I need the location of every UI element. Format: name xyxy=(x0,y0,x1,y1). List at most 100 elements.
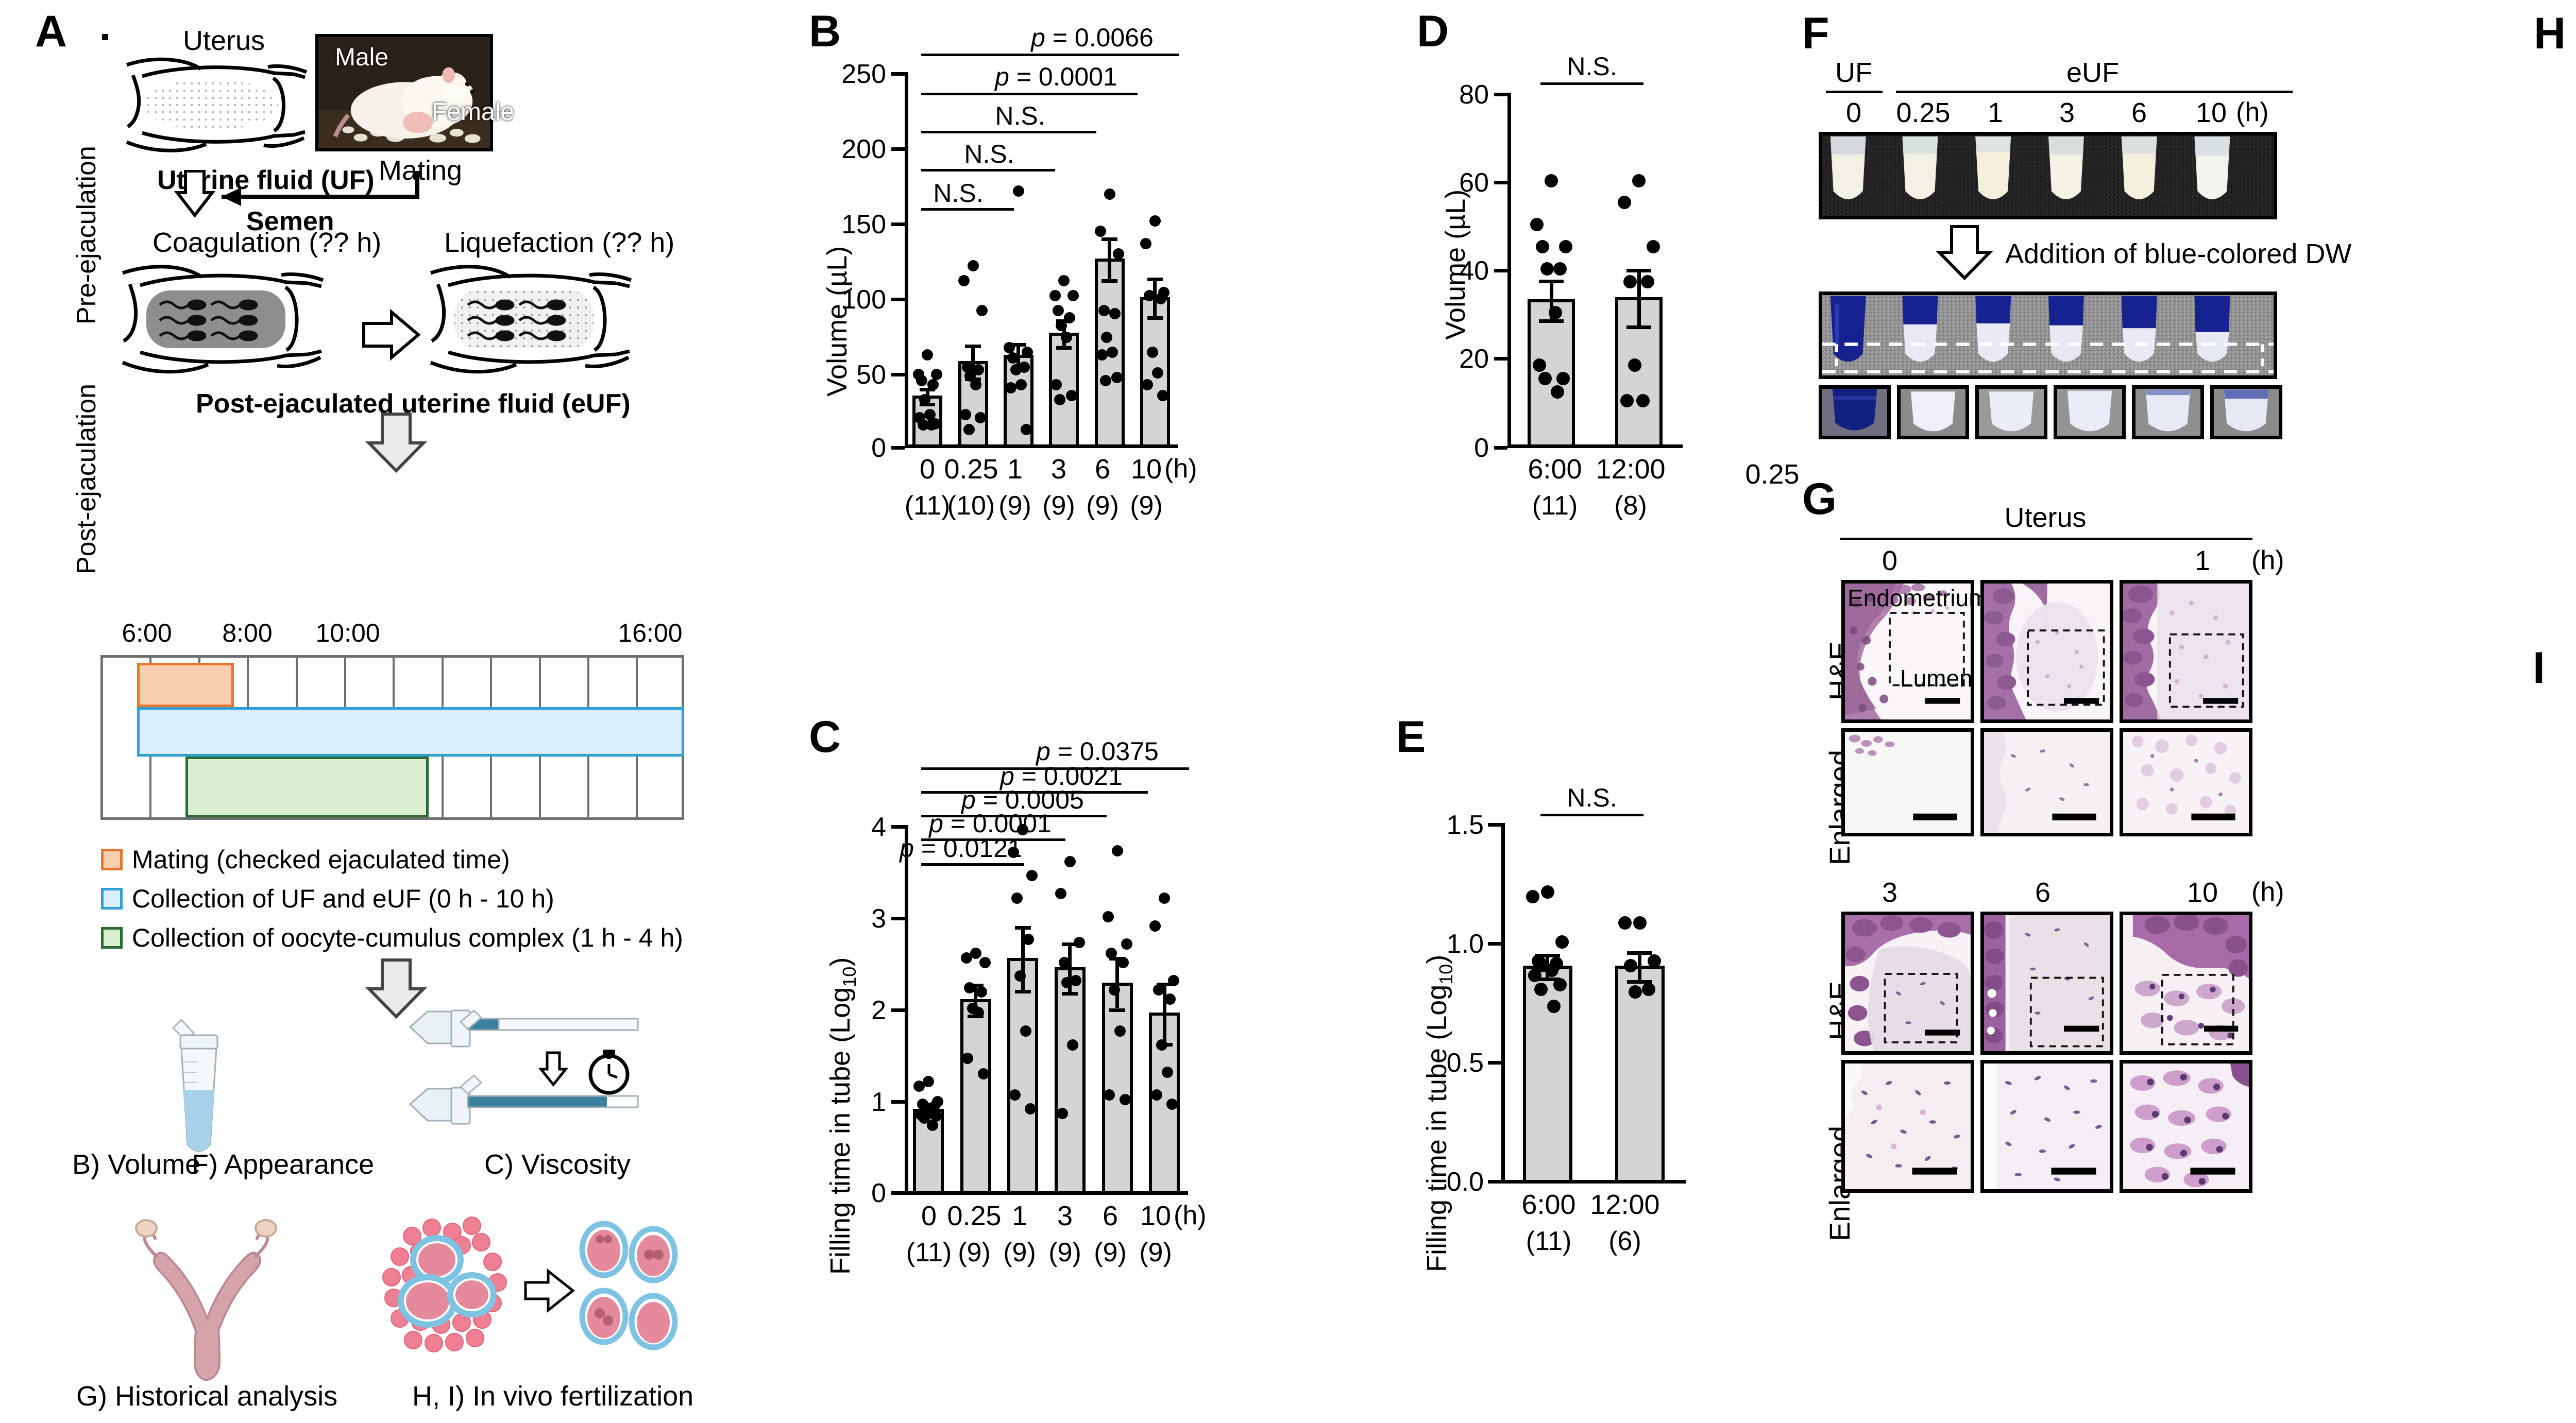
panel-f-timepoint-4: 6 xyxy=(2131,97,2147,128)
data-point xyxy=(1096,349,1108,361)
data-point xyxy=(919,394,930,406)
data-point xyxy=(1555,935,1569,949)
panel-c-xtick-0: 0 xyxy=(921,1201,937,1231)
error-bar xyxy=(974,983,977,1015)
data-point xyxy=(913,1080,925,1092)
panel-f-tubes-before xyxy=(1819,132,2277,219)
data-point xyxy=(962,1053,974,1065)
panel-c-sigline-2 xyxy=(921,838,1065,841)
panel-c-xtick-4: 6 xyxy=(1102,1201,1118,1231)
panel-f-group-uf: UF xyxy=(1835,57,1872,88)
data-point xyxy=(927,379,939,391)
panel-c-n-3: (9) xyxy=(1048,1238,1081,1267)
data-point xyxy=(1061,976,1073,988)
data-point xyxy=(1551,385,1565,399)
data-point xyxy=(970,947,981,959)
data-point xyxy=(1140,237,1152,249)
data-point xyxy=(975,986,987,998)
data-point xyxy=(1628,985,1642,999)
uterus-diagram-coagulation xyxy=(122,265,324,374)
data-point xyxy=(1012,185,1024,197)
mating-photo-male-label: Male xyxy=(335,44,389,71)
data-point xyxy=(1648,954,1662,968)
legend-row-collection-oocyte: Collection of oocyte-cumulus complex (1 … xyxy=(101,923,683,953)
error-bar-cap xyxy=(1062,991,1078,996)
panel-a-euf-label: Post-ejaculated uterine fluid (eUF) xyxy=(196,389,631,419)
data-point xyxy=(1558,239,1572,253)
bar xyxy=(1054,967,1086,1191)
uterus-diagram-pre xyxy=(126,57,308,152)
icon-caption-viscosity: C) Viscosity xyxy=(484,1149,631,1180)
bar xyxy=(1007,957,1039,1191)
data-point xyxy=(1156,1039,1167,1051)
data-point xyxy=(964,370,976,382)
data-point xyxy=(1049,289,1061,301)
error-bar-cap xyxy=(1014,989,1031,993)
data-point xyxy=(1023,934,1035,946)
error-bar xyxy=(1108,237,1111,279)
panel-f-timepoint-1: 0.25 xyxy=(1896,97,1951,128)
data-point xyxy=(958,275,970,286)
panel-g-enlarged-025h xyxy=(1980,728,2113,836)
panel-c-ylabel-sub: 10 xyxy=(838,966,860,987)
panel-g-unit-1: (h) xyxy=(2251,545,2284,575)
panel-b-n-0: (11) xyxy=(904,491,951,521)
panel-f-rule-uf xyxy=(1826,91,1883,93)
legend-swatch-collection-oocyte xyxy=(101,927,123,949)
bar xyxy=(1615,966,1665,1180)
error-bar-cap xyxy=(1062,942,1078,946)
data-point xyxy=(1025,1103,1037,1115)
data-point xyxy=(1106,947,1117,959)
timeline-time-3: 16:00 xyxy=(618,619,683,647)
panel-f-timepoint-3: 3 xyxy=(2059,97,2075,128)
panel-b-xtick-2: 1 xyxy=(1007,454,1023,485)
panel-e-ylabel-sub: 10 xyxy=(1435,964,1456,985)
data-point xyxy=(1095,226,1107,237)
error-bar-cap xyxy=(965,345,981,349)
error-bar-cap xyxy=(1147,316,1163,320)
panel-d-ytick-0: 0 xyxy=(1474,433,1489,463)
panel-c-y-axis xyxy=(905,825,908,1195)
panel-i: I Bright field Hoechst33342 1 h 2 h 3 h … xyxy=(2514,644,2576,1423)
legend-label-mating: Mating (checked ejaculated time) xyxy=(132,845,510,874)
panel-f-timepoint-5: 10 xyxy=(2195,97,2227,128)
data-point xyxy=(1065,389,1077,401)
panel-d-ytick-60: 60 xyxy=(1459,168,1489,198)
data-point xyxy=(1157,389,1168,401)
panel-b-siglabel-1: N.S. xyxy=(933,179,984,208)
panel-h-letter: H xyxy=(2534,9,2566,58)
data-point xyxy=(1164,993,1176,1005)
data-point xyxy=(916,374,928,386)
panel-e-tick xyxy=(1488,1061,1501,1065)
panel-e-ytick-05: 0.5 xyxy=(1446,1048,1484,1078)
data-point xyxy=(1553,262,1567,276)
panel-c-ylabel-tail: ) xyxy=(825,957,856,967)
panel-g: G Uterus 0 0.25 1 (h) H&E Enlarged xyxy=(1745,458,2524,1423)
panel-g-enlarged-3h xyxy=(1841,1060,1974,1193)
panel-e-sigline xyxy=(1540,814,1643,816)
data-point xyxy=(1058,275,1070,286)
panel-b-ytick-50: 50 xyxy=(856,360,886,390)
data-point xyxy=(1063,312,1075,324)
panel-b-sigline-1 xyxy=(921,208,1014,211)
panel-g-row1-timepoint-1: 0.25 xyxy=(1745,459,1800,490)
panel-c-xtick-3: 3 xyxy=(1057,1201,1073,1231)
flow-arrow-to-methods xyxy=(365,958,428,1019)
panel-b-x-unit: (h) xyxy=(1164,454,1197,484)
data-point xyxy=(1628,358,1641,372)
data-point xyxy=(1015,379,1027,391)
panel-i-row-label-4h: 4 h xyxy=(2572,1124,2576,1164)
panel-g-row1-timepoint-2: 1 xyxy=(2194,545,2211,576)
panel-b-sigline-2 xyxy=(921,169,1055,172)
data-point xyxy=(1008,847,1020,859)
timeline-grid xyxy=(100,655,684,820)
panel-c-xtick-1: 0.25 xyxy=(947,1201,1002,1231)
data-point xyxy=(1556,371,1570,385)
data-point xyxy=(924,409,936,421)
data-point xyxy=(1104,1089,1115,1101)
data-point xyxy=(1111,371,1123,383)
panel-f-tubes-after xyxy=(1819,292,2277,379)
panel-g-he-025h xyxy=(1980,580,2113,723)
data-point xyxy=(1056,1107,1068,1119)
panel-d-x-axis xyxy=(1507,444,1683,448)
